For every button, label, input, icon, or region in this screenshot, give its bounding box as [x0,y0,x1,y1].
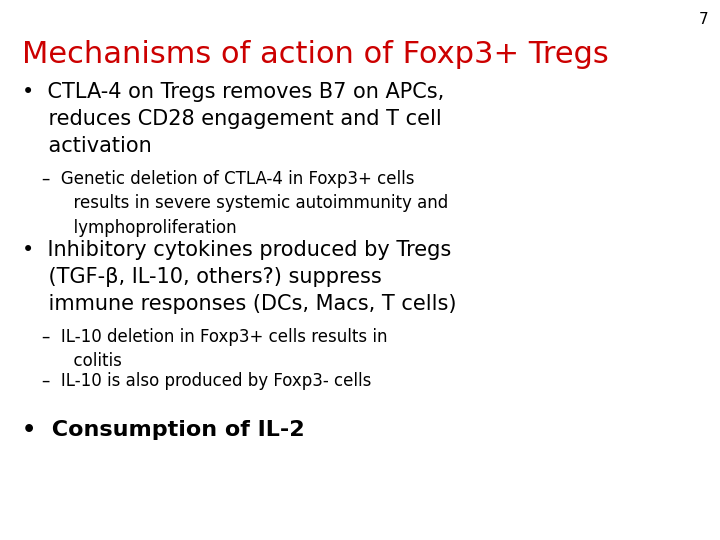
Text: –  Genetic deletion of CTLA-4 in Foxp3+ cells
      results in severe systemic a: – Genetic deletion of CTLA-4 in Foxp3+ c… [42,170,449,237]
Text: •  CTLA-4 on Tregs removes B7 on APCs,
    reduces CD28 engagement and T cell
  : • CTLA-4 on Tregs removes B7 on APCs, re… [22,82,444,157]
Text: –  IL-10 deletion in Foxp3+ cells results in
      colitis: – IL-10 deletion in Foxp3+ cells results… [42,328,387,370]
Text: •  Consumption of IL-2: • Consumption of IL-2 [22,420,305,440]
Text: –  IL-10 is also produced by Foxp3- cells: – IL-10 is also produced by Foxp3- cells [42,372,372,390]
Text: •  Inhibitory cytokines produced by Tregs
    (TGF-β, IL-10, others?) suppress
 : • Inhibitory cytokines produced by Tregs… [22,240,456,314]
Text: 7: 7 [698,12,708,27]
Text: Mechanisms of action of Foxp3+ Tregs: Mechanisms of action of Foxp3+ Tregs [22,40,608,69]
